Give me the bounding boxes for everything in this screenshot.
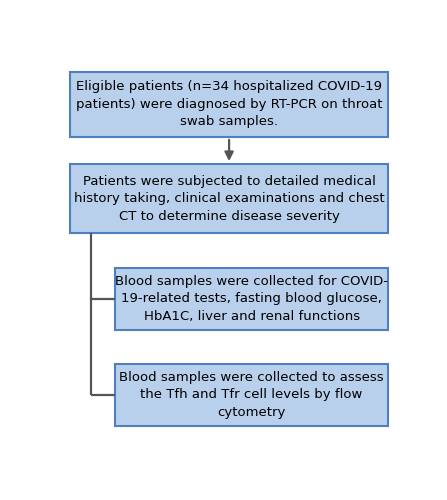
- FancyBboxPatch shape: [70, 72, 388, 137]
- Text: Blood samples were collected to assess
the Tfh and Tfr cell levels by flow
cytom: Blood samples were collected to assess t…: [119, 371, 384, 419]
- Text: Eligible patients (n=34 hospitalized COVID-19
patients) were diagnosed by RT-PCR: Eligible patients (n=34 hospitalized COV…: [76, 80, 382, 128]
- FancyBboxPatch shape: [70, 164, 388, 233]
- FancyBboxPatch shape: [115, 268, 388, 330]
- FancyBboxPatch shape: [115, 364, 388, 426]
- Text: Patients were subjected to detailed medical
history taking, clinical examination: Patients were subjected to detailed medi…: [74, 174, 384, 222]
- Text: Blood samples were collected for COVID-
19-related tests, fasting blood glucose,: Blood samples were collected for COVID- …: [115, 274, 388, 322]
